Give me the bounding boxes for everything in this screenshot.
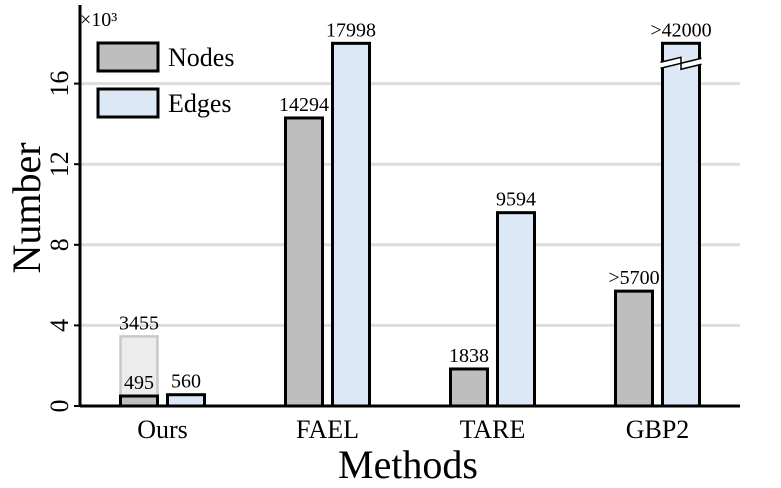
legend-swatch	[96, 87, 160, 119]
y-tick-label: 0	[45, 400, 74, 413]
y-tick-label: 4	[45, 319, 74, 332]
bar	[614, 289, 654, 408]
x-tick-label: TARE	[460, 415, 526, 444]
y-tick-label: 8	[45, 238, 74, 251]
legend-label: Nodes	[168, 43, 234, 72]
bar	[661, 41, 701, 408]
value-label: 14294	[279, 94, 329, 116]
y-axis-label: Number	[4, 142, 49, 273]
bar	[331, 41, 371, 408]
x-axis-label: Methods	[338, 442, 478, 483]
bar	[449, 367, 489, 408]
value-label: 1838	[449, 345, 489, 367]
value-label: >5700	[608, 267, 659, 289]
ghost-value-label: 3455	[119, 312, 159, 334]
x-tick-label: GBP2	[626, 415, 690, 444]
bar	[166, 393, 206, 408]
ghost-bar	[119, 335, 159, 408]
y-tick-label: 16	[45, 71, 74, 97]
bar	[284, 116, 324, 408]
bar	[496, 211, 536, 408]
x-tick-label: FAEL	[296, 415, 359, 444]
value-label: 495	[124, 372, 154, 394]
axis-break-edge	[660, 56, 702, 71]
value-label: 560	[171, 371, 201, 393]
value-label: >42000	[650, 19, 711, 41]
y-multiplier: ×10³	[80, 9, 117, 31]
value-label: 9594	[496, 189, 536, 211]
legend-swatch	[96, 41, 160, 73]
legend-label: Edges	[168, 89, 232, 118]
x-tick-label: Ours	[137, 415, 188, 444]
y-tick-label: 12	[45, 151, 74, 177]
value-label: 17998	[326, 19, 376, 41]
